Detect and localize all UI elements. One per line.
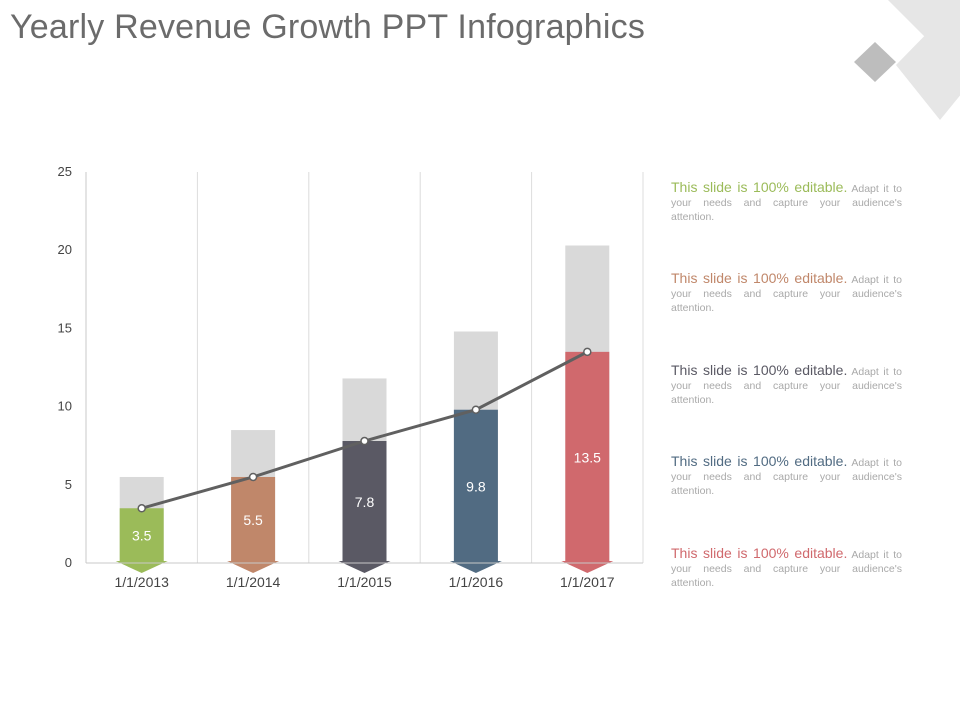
note-heading: This slide is 100% editable.: [671, 179, 848, 195]
y-tick-label: 10: [58, 399, 72, 414]
note-heading: This slide is 100% editable.: [671, 545, 848, 561]
note-text: This slide is 100% editable. Adapt it to…: [671, 546, 902, 590]
note-heading: This slide is 100% editable.: [671, 362, 848, 378]
grid-layer: [196, 172, 644, 563]
revenue-bar: [231, 476, 276, 563]
note-body: Adapt it to your needs and capture your …: [671, 549, 903, 589]
note-text: This slide is 100% editable. Adapt it to…: [671, 180, 902, 224]
note-body: Adapt it to your needs and capture your …: [671, 183, 903, 223]
note-item: This slide is 100% editable. Adapt it to…: [671, 363, 902, 407]
revenue-bars: [115, 351, 614, 573]
y-tick-label: 25: [58, 164, 72, 179]
trend-point: [360, 436, 369, 446]
value-labels: 3.5 5.5 7.8 9.8 13.5: [132, 449, 601, 543]
y-tick-label: 5: [65, 477, 72, 492]
x-tick-label: 1/1/2017: [560, 574, 615, 590]
slide-title: Yearly Revenue Growth PPT Infographics: [10, 8, 646, 46]
y-tick-label: 15: [58, 320, 72, 335]
note-item: This slide is 100% editable. Adapt it to…: [671, 454, 902, 498]
revenue-bar: [453, 409, 498, 563]
note-item: This slide is 100% editable. Adapt it to…: [671, 271, 902, 315]
bar-arrow: [338, 561, 391, 573]
bar-arrow: [449, 561, 502, 573]
x-tick-label: 1/1/2016: [449, 574, 504, 590]
bar-arrow: [115, 561, 168, 573]
trend-point: [248, 472, 258, 482]
x-tick-label: 1/1/2015: [337, 574, 392, 590]
note-body: Adapt it to your needs and capture your …: [671, 366, 903, 406]
trend-point: [583, 347, 592, 357]
x-tick-label: 1/1/2014: [226, 574, 281, 590]
value-label: 3.5: [132, 528, 152, 544]
note-item: This slide is 100% editable. Adapt it to…: [671, 180, 902, 224]
bar-arrow: [227, 561, 280, 573]
note-text: This slide is 100% editable. Adapt it to…: [671, 363, 902, 407]
value-label: 13.5: [574, 449, 601, 465]
note-item: This slide is 100% editable. Adapt it to…: [671, 546, 902, 590]
x-tick-label: 1/1/2013: [114, 574, 169, 590]
revenue-bar: [119, 508, 164, 563]
note-text: This slide is 100% editable. Adapt it to…: [671, 454, 902, 498]
y-tick-label: 0: [65, 555, 72, 570]
note-heading: This slide is 100% editable.: [671, 270, 848, 286]
trend-point: [137, 504, 146, 513]
axis-layer: 0 5 10 15 20 25 1/1/2013 1/1/2014 1/1/2015 1/1/20…: [58, 164, 643, 590]
large-diamond-shape: [896, 20, 960, 120]
trend-line-layer: [137, 347, 592, 513]
revenue-bar: [342, 441, 387, 563]
note-body: Adapt it to your needs and capture your …: [671, 274, 903, 314]
note-heading: This slide is 100% editable.: [671, 453, 848, 469]
value-label: 7.8: [355, 494, 375, 510]
revenue-bar: [565, 351, 610, 563]
small-diamond-shape: [854, 42, 896, 82]
value-label: 5.5: [243, 512, 263, 528]
y-tick-label: 20: [58, 242, 72, 257]
trend-point: [471, 405, 481, 414]
note-body: Adapt it to your needs and capture your …: [671, 457, 903, 497]
note-text: This slide is 100% editable. Adapt it to…: [671, 271, 902, 315]
bar-arrow: [561, 561, 614, 573]
value-label: 9.8: [466, 478, 486, 494]
